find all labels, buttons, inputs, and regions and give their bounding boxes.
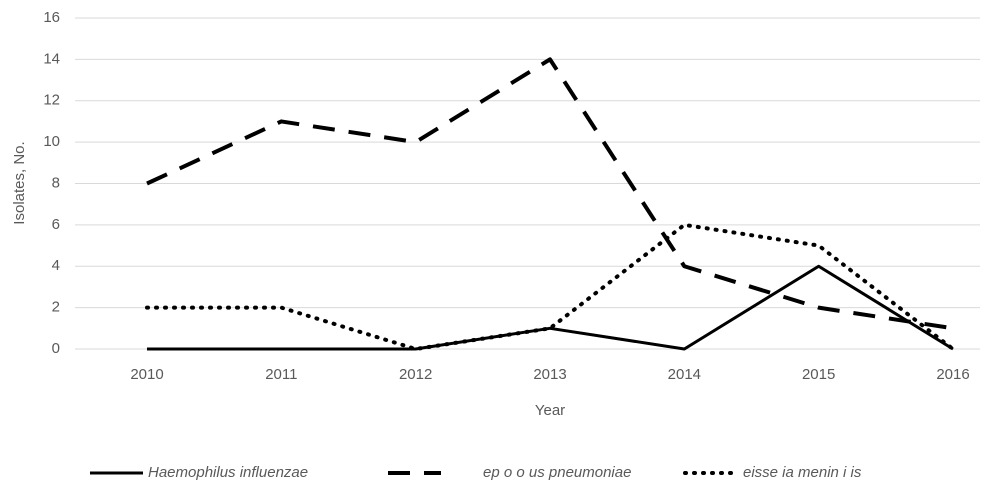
y-tick-label: 8 — [52, 174, 60, 191]
series-line — [147, 264, 954, 351]
y-tick-label: 10 — [43, 133, 60, 150]
y-tick-label: 12 — [43, 92, 60, 109]
y-tick-label: 14 — [43, 50, 60, 67]
x-axis-label: Year — [535, 402, 565, 419]
y-axis-label: Isolates, No. — [11, 141, 28, 224]
x-tick-label: 2014 — [668, 366, 701, 383]
x-tick-label: 2011 — [265, 366, 297, 383]
y-tick-label: 0 — [52, 340, 60, 357]
y-tick-label: 6 — [52, 216, 60, 233]
x-tick-label: 2016 — [936, 366, 969, 383]
series-line — [146, 57, 954, 331]
x-tick-label: 2015 — [802, 366, 835, 383]
legend-label: ep o o us pneumoniae — [483, 464, 631, 481]
series-line — [145, 222, 955, 351]
legend-label: eisse ia menin i is — [743, 464, 862, 481]
y-tick-label: 16 — [43, 9, 60, 26]
x-tick-label: 2012 — [399, 366, 432, 383]
x-tick-label: 2010 — [130, 366, 163, 383]
x-tick-label: 2013 — [533, 366, 566, 383]
legend-label: Haemophilus influenzae — [148, 464, 308, 481]
y-tick-label: 2 — [52, 299, 60, 316]
y-tick-label: 4 — [52, 257, 60, 274]
